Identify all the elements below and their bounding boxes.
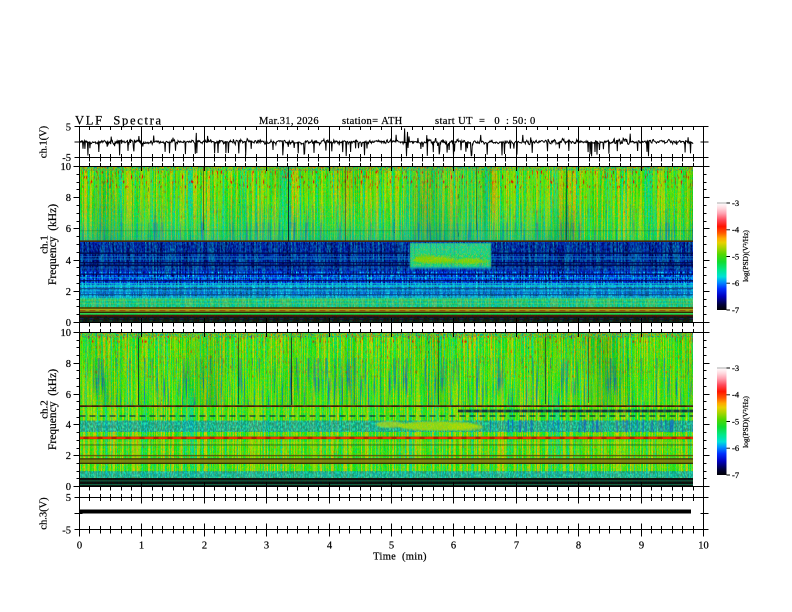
svg-text:0: 0	[77, 541, 82, 552]
svg-text:10: 10	[698, 541, 709, 552]
svg-text:ch.1(V): ch.1(V)	[39, 125, 50, 158]
svg-text:6: 6	[451, 541, 456, 552]
svg-text:9: 9	[639, 541, 644, 552]
svg-text:-6: -6	[732, 278, 739, 288]
svg-text:ch.1: ch.1	[38, 235, 50, 254]
svg-text:8: 8	[66, 359, 71, 370]
svg-text:-4: -4	[732, 390, 740, 400]
svg-text:8: 8	[576, 541, 581, 552]
svg-text:-5: -5	[62, 526, 71, 537]
svg-text:2: 2	[66, 451, 71, 462]
svg-text:-3: -3	[732, 198, 739, 208]
svg-text:4: 4	[327, 541, 333, 552]
svg-text:ch.2: ch.2	[38, 400, 50, 419]
svg-text:0: 0	[66, 318, 71, 329]
svg-text:10: 10	[61, 162, 72, 173]
svg-text:10: 10	[61, 328, 72, 339]
svg-text:5: 5	[389, 541, 394, 552]
svg-text:6: 6	[66, 224, 71, 235]
svg-text:-5: -5	[732, 251, 739, 261]
svg-text:4: 4	[66, 420, 72, 431]
svg-text:3: 3	[264, 541, 269, 552]
svg-text:-7: -7	[732, 305, 739, 315]
svg-text:8: 8	[66, 193, 71, 204]
svg-text:-3: -3	[732, 363, 739, 373]
svg-text:start UT = 0 : 50: 0: start UT = 0 : 50: 0	[435, 116, 536, 127]
svg-text:Frequency (kHz): Frequency (kHz)	[47, 204, 59, 285]
svg-text:7: 7	[514, 541, 519, 552]
svg-text:log(PSD)(V²/Hz): log(PSD)(V²/Hz)	[741, 230, 750, 282]
svg-text:-4: -4	[732, 225, 740, 235]
svg-text:5: 5	[66, 493, 71, 504]
svg-text:6: 6	[66, 390, 71, 401]
svg-text:station= ATH: station= ATH	[342, 116, 403, 127]
svg-text:VLF Spectra: VLF Spectra	[75, 114, 163, 128]
svg-text:-7: -7	[732, 470, 739, 480]
svg-text:ch.3(V): ch.3(V)	[39, 497, 50, 530]
svg-text:Time (min): Time (min)	[373, 552, 427, 563]
svg-text:-5: -5	[62, 153, 71, 164]
svg-text:log(PSD)(V²/Hz): log(PSD)(V²/Hz)	[741, 396, 750, 448]
svg-text:2: 2	[202, 541, 207, 552]
svg-text:Mar.31, 2026: Mar.31, 2026	[259, 116, 319, 127]
svg-text:1: 1	[139, 541, 144, 552]
svg-text:-6: -6	[732, 443, 739, 453]
svg-text:Frequency (kHz): Frequency (kHz)	[47, 369, 59, 450]
svg-text:4: 4	[66, 256, 72, 267]
svg-text:2: 2	[66, 287, 71, 298]
svg-text:0: 0	[66, 482, 71, 493]
svg-text:-5: -5	[732, 416, 739, 426]
svg-text:5: 5	[66, 123, 71, 134]
